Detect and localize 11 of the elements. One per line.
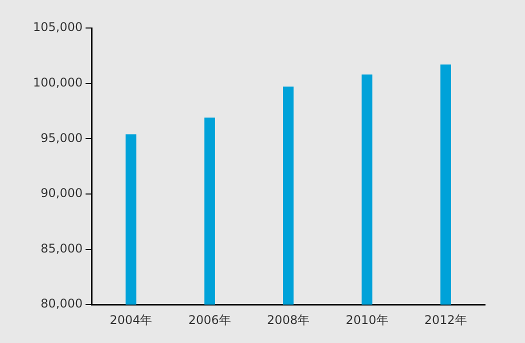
y-tick-label: 95,000 [40, 130, 83, 145]
y-tick-label: 105,000 [33, 20, 83, 34]
x-tick-label: 2004年 [110, 312, 152, 327]
x-tick-label: 2010年 [346, 312, 388, 327]
x-tick-label: 2008年 [267, 312, 310, 327]
y-tick-label: 100,000 [33, 75, 83, 90]
y-tick-label: 85,000 [40, 241, 83, 256]
y-tick-label: 90,000 [40, 186, 83, 200]
x-tick-label: 2012年 [424, 312, 467, 327]
x-tick-label: 2006年 [188, 312, 231, 327]
y-tick-label: 80,000 [40, 296, 83, 311]
